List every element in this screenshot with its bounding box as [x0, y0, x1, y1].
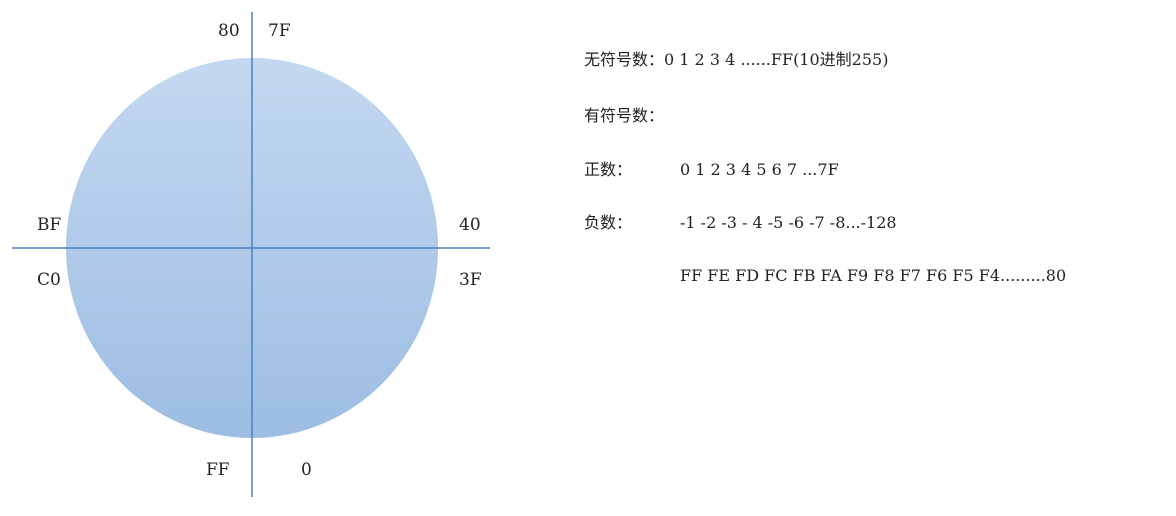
label-40: 40: [459, 215, 481, 235]
label-0: 0: [301, 460, 312, 480]
positive-line: 正数：: [584, 160, 632, 180]
negative-line: 负数：: [584, 213, 632, 233]
signed-line: 有符号数：: [584, 106, 664, 126]
notes-panel: 无符号数：0 1 2 3 4 ......FF(10进制255) 有符号数： 正…: [584, 0, 1176, 516]
positive-values: 0 1 2 3 4 5 6 7 ...7F: [680, 160, 839, 179]
unsigned-key: 无符号数：: [584, 50, 665, 69]
hex-sequence: FF FE FD FC FB FA F9 F8 F7 F6 F5 F4.....…: [680, 266, 1067, 285]
negative-key: 负数：: [584, 213, 633, 232]
positive-key: 正数：: [584, 160, 633, 179]
label-80: 80: [218, 21, 240, 41]
negative-values: -1 -2 -3 - 4 -5 -6 -7 -8...-128: [680, 213, 897, 232]
signed-key: 有符号数：: [584, 106, 665, 125]
unsigned-line: 无符号数：0 1 2 3 4 ......FF(10进制255): [584, 50, 888, 70]
unsigned-value: 0 1 2 3 4 ......FF(10进制255): [664, 50, 889, 69]
number-circle-diagram: 80 7F BF C0 40 3F FF 0: [0, 0, 520, 516]
label-bf: BF: [37, 215, 62, 235]
label-ff: FF: [206, 460, 230, 480]
circle-graphic: [12, 12, 490, 497]
label-3f: 3F: [459, 270, 482, 290]
label-c0: C0: [37, 270, 61, 290]
label-7f: 7F: [268, 21, 291, 41]
